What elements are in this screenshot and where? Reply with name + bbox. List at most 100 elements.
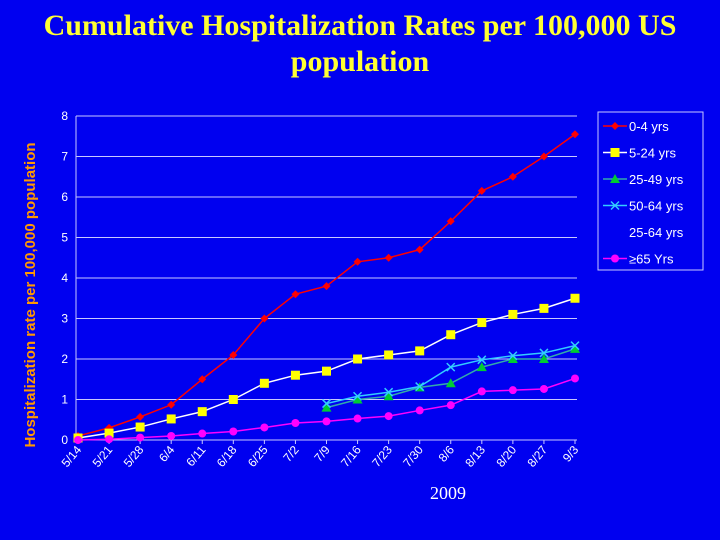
x-tick-label: 5/21 (90, 443, 116, 470)
data-point (291, 290, 300, 299)
legend-item: 25-49 yrs (603, 172, 684, 187)
y-tick-label: 6 (61, 190, 68, 204)
data-point (415, 346, 425, 356)
data-point (166, 414, 176, 424)
legend-item: ≥65 Yrs (603, 252, 674, 267)
legend-marker (610, 200, 620, 211)
x-tick-label: 6/4 (156, 443, 178, 465)
data-point (383, 391, 394, 401)
data-point (135, 422, 145, 432)
data-point (353, 354, 363, 364)
data-point (322, 282, 331, 291)
x-tick-label: 7/9 (311, 443, 333, 465)
data-point (352, 394, 363, 404)
legend-marker (610, 148, 620, 157)
data-point (322, 366, 331, 376)
data-point (384, 412, 393, 421)
data-point (539, 303, 549, 313)
x-tick-label: 7/2 (280, 443, 302, 465)
data-point (259, 378, 269, 388)
data-point (507, 354, 518, 363)
legend-marker (610, 174, 620, 183)
data-point (539, 384, 548, 393)
legend-label: 25-64 yrs (629, 225, 684, 240)
series-0-4-yrs (74, 130, 579, 440)
data-point (229, 350, 238, 359)
data-point (136, 412, 145, 421)
y-tick-label: 7 (61, 150, 68, 164)
y-tick-label: 1 (61, 393, 68, 407)
data-point (321, 402, 332, 412)
data-point (446, 330, 456, 340)
y-tick-label: 5 (61, 231, 68, 245)
data-point (570, 293, 580, 303)
data-point (508, 172, 517, 181)
legend-item: 5-24 yrs (603, 146, 676, 161)
data-point (477, 318, 487, 328)
series-25-49-yrs (321, 343, 580, 412)
data-point (74, 436, 82, 444)
x-tick-label: 5/28 (121, 443, 147, 470)
data-point (571, 130, 579, 139)
legend-item: 25-64 yrs (629, 225, 684, 240)
y-tick-label: 2 (61, 352, 68, 366)
legend-label: ≥65 Yrs (629, 252, 674, 267)
data-point (260, 314, 269, 323)
data-point (353, 391, 363, 401)
data-point (508, 386, 517, 395)
data-point (229, 427, 238, 436)
data-point (167, 400, 176, 409)
x-tick-label: 7/23 (369, 443, 395, 470)
data-point (228, 395, 238, 404)
series-50-64-yrs (321, 341, 580, 409)
data-point (321, 399, 332, 409)
data-point (198, 375, 207, 384)
legend-box (597, 111, 704, 271)
x-tick-label: 8/6 (436, 443, 458, 465)
x-tick-label: 8/27 (524, 443, 550, 470)
data-point (539, 152, 548, 161)
data-point (384, 253, 393, 262)
legend-item: 50-64 yrs (603, 199, 684, 214)
y-tick-label: 8 (61, 109, 68, 123)
legend-marker (611, 122, 619, 130)
x-tick-label: 8/20 (493, 443, 519, 470)
x-axis-label: 2009 (430, 483, 466, 503)
data-point (384, 350, 394, 360)
x-tick-label: 9/3 (560, 443, 582, 465)
data-point (198, 429, 207, 438)
x-tick-label: 7/30 (400, 443, 426, 470)
data-point (415, 245, 424, 254)
data-point (105, 435, 114, 444)
x-tick-label: 6/11 (183, 443, 208, 469)
legend: 0-4 yrs 5-24 yrs 25-49 yrs 50-64 yrs 25-64 y… (597, 111, 704, 271)
data-point (290, 370, 300, 380)
data-point (167, 431, 176, 440)
legend-label: 25-49 yrs (629, 172, 684, 187)
data-point (570, 341, 580, 351)
legend-label: 5-24 yrs (629, 146, 676, 161)
data-point (476, 362, 487, 372)
legend-label: 0-4 yrs (629, 119, 669, 134)
data-point (291, 418, 300, 427)
data-point (104, 428, 114, 438)
data-point (197, 407, 207, 417)
data-point (445, 378, 456, 388)
data-point (322, 417, 331, 426)
data-point (353, 257, 362, 266)
data-point (446, 401, 455, 410)
data-point (384, 387, 394, 397)
data-point (571, 374, 579, 383)
y-tick-label: 3 (61, 312, 68, 326)
data-point (508, 309, 518, 319)
data-point (353, 414, 362, 423)
chart-title: Cumulative Hospitalization Rates per 100… (43, 9, 677, 78)
y-tick-label: 0 (61, 433, 68, 447)
legend-item: 0-4 yrs (603, 119, 669, 134)
x-tick-label: 6/25 (245, 443, 271, 470)
data-point (539, 348, 549, 358)
series-line (326, 344, 576, 405)
data-point (477, 355, 487, 365)
data-point (477, 387, 486, 396)
